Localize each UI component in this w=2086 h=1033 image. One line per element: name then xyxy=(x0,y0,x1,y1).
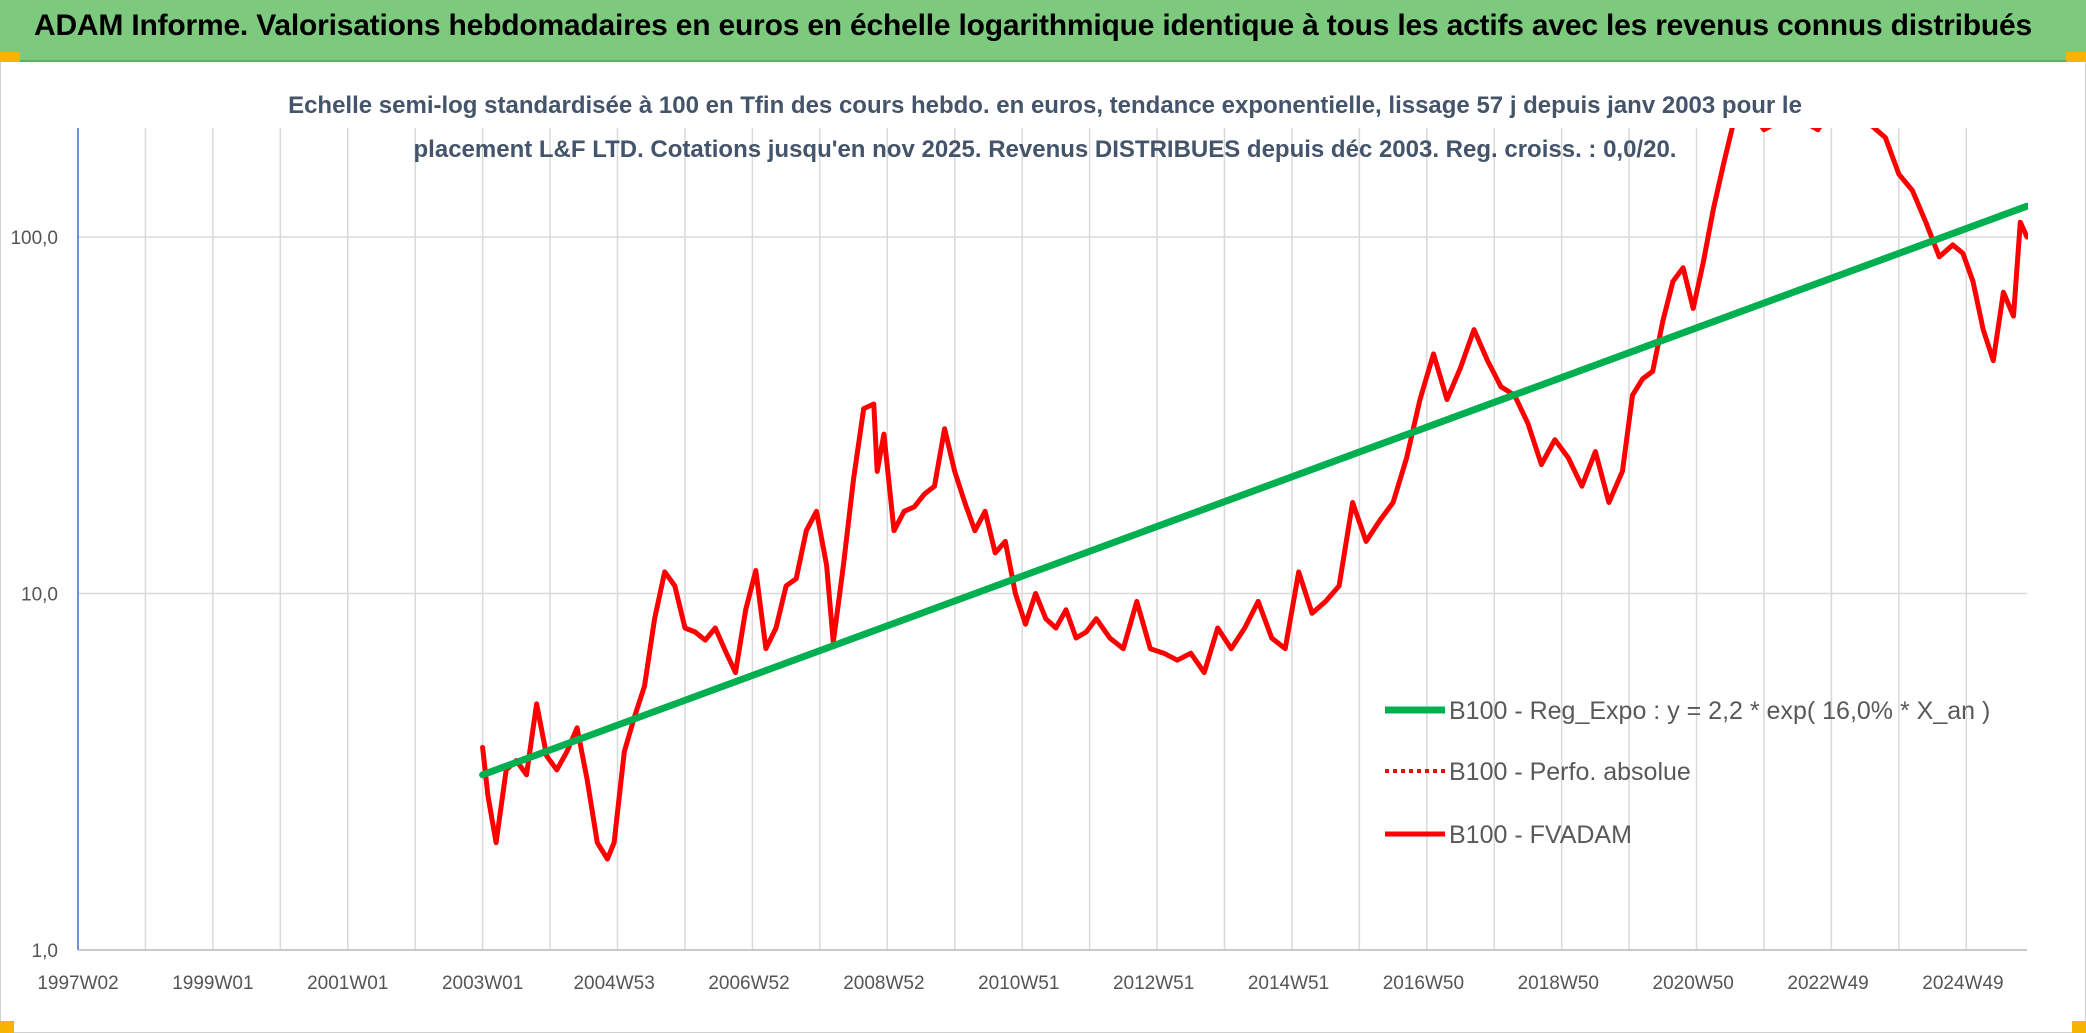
header-bar: ADAM Informe. Valorisations hebdomadaire… xyxy=(0,0,2086,62)
x-tick-label: 2020W50 xyxy=(1653,973,1734,994)
x-tick-label: 2024W49 xyxy=(1922,973,2003,994)
page-title: ADAM Informe. Valorisations hebdomadaire… xyxy=(34,9,2032,42)
chart-title-line-1: Echelle semi-log standardisée à 100 en T… xyxy=(288,92,1802,119)
legend-label: B100 - Reg_Expo : y = 2,2 * exp( 16,0% *… xyxy=(1449,697,1990,725)
legend: B100 - Reg_Expo : y = 2,2 * exp( 16,0% *… xyxy=(1385,697,1990,849)
axes: 1,0 10,0 100,0 1997W02 1999W01 2001W01 2003W01… xyxy=(10,128,2027,994)
x-tick-label: 2016W50 xyxy=(1383,973,1464,994)
x-tick-label: 2010W51 xyxy=(978,973,1059,994)
legend-label: B100 - Perfo. absolue xyxy=(1449,758,1691,786)
chart-title-line-2: placement L&F LTD. Cotations jusqu'en no… xyxy=(413,136,1677,163)
x-tick-label: 2022W49 xyxy=(1787,973,1868,994)
corner-marker-top-right xyxy=(2066,52,2086,62)
x-tick-label: 2018W50 xyxy=(1518,973,1599,994)
trend-line-series xyxy=(479,202,2028,779)
x-tick-label: 2004W53 xyxy=(573,973,654,994)
series-area xyxy=(479,128,2028,862)
x-tick-label: 2003W01 xyxy=(442,973,523,994)
x-tick-label: 1999W01 xyxy=(172,973,253,994)
grid xyxy=(77,128,2027,951)
y-tick-label: 10,0 xyxy=(21,585,58,606)
x-tick-label: 2008W52 xyxy=(843,973,924,994)
fvadam-series xyxy=(480,128,2028,862)
y-tick-label: 1,0 xyxy=(32,941,58,962)
corner-marker-bottom-right xyxy=(2072,1021,2086,1033)
legend-label: B100 - FVADAM xyxy=(1449,821,1632,849)
x-tick-label: 2012W51 xyxy=(1113,973,1194,994)
x-tick-label: 2014W51 xyxy=(1248,973,1329,994)
x-tick-label: 2001W01 xyxy=(307,973,388,994)
x-tick-label: 2006W52 xyxy=(708,973,789,994)
corner-marker-top-left xyxy=(0,52,20,62)
y-tick-label: 100,0 xyxy=(10,228,58,249)
x-tick-label: 1997W02 xyxy=(37,973,118,994)
corner-marker-bottom-left xyxy=(0,1021,14,1033)
